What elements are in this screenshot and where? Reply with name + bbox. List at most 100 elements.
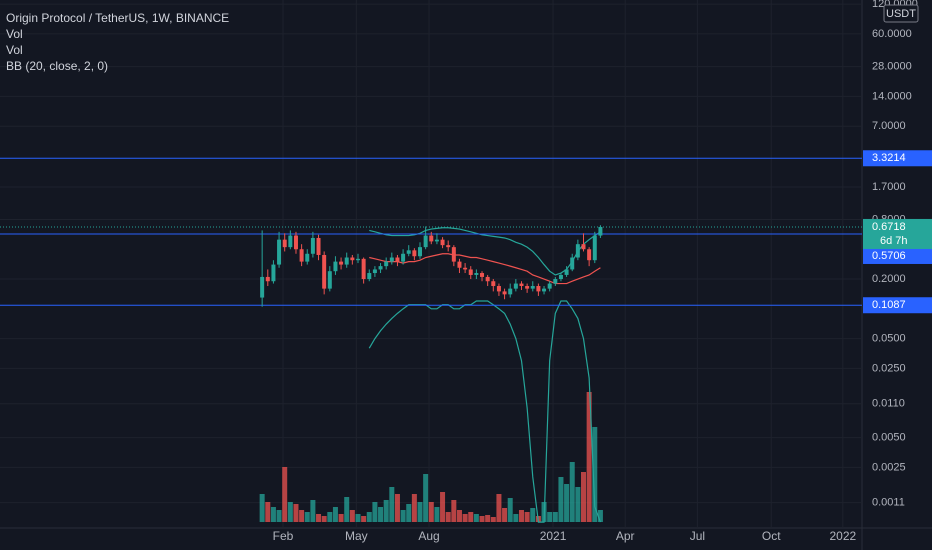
candle-body bbox=[310, 237, 315, 254]
volume-bar bbox=[597, 510, 603, 522]
volume-bar bbox=[496, 494, 502, 522]
y-tick-label: 28.0000 bbox=[872, 61, 912, 73]
candle-body bbox=[598, 226, 603, 236]
candle-body bbox=[525, 286, 530, 289]
volume-bar bbox=[530, 508, 536, 522]
last-price-box bbox=[863, 218, 932, 249]
y-tick-label: 0.0025 bbox=[872, 461, 906, 473]
x-tick-label: May bbox=[345, 529, 368, 543]
price-axis: 120.000060.000028.000014.00007.00001.700… bbox=[273, 0, 932, 543]
volume-bar bbox=[321, 516, 327, 522]
volume-bar bbox=[338, 514, 344, 522]
volume-bar bbox=[468, 512, 474, 522]
y-tick-label: 0.0500 bbox=[872, 333, 906, 345]
candle-body bbox=[350, 257, 355, 261]
candle-body bbox=[271, 264, 276, 282]
candle-body bbox=[288, 235, 293, 248]
candle-body bbox=[384, 261, 389, 267]
volume-bar bbox=[440, 492, 446, 522]
candle-body bbox=[581, 244, 586, 250]
bollinger-line bbox=[369, 253, 601, 285]
volume-bar bbox=[513, 514, 519, 522]
y-tick-label: 60.0000 bbox=[872, 28, 912, 40]
candle-body bbox=[480, 273, 485, 277]
x-tick-label: Apr bbox=[616, 529, 635, 543]
volume-bar bbox=[586, 392, 592, 522]
candle-body bbox=[316, 237, 321, 255]
candle-body bbox=[355, 258, 360, 261]
price-label: 0.5706 bbox=[872, 250, 906, 262]
volume-bar bbox=[366, 512, 372, 522]
candle-body bbox=[468, 269, 473, 275]
volume-bar bbox=[479, 516, 485, 522]
candle-body bbox=[474, 273, 479, 275]
candle-body bbox=[339, 261, 344, 265]
volume-bar bbox=[547, 512, 553, 522]
volume-bar bbox=[361, 516, 367, 522]
volume-bar bbox=[316, 514, 322, 522]
price-label-box bbox=[863, 150, 932, 167]
grid bbox=[0, 0, 862, 528]
volume-bar bbox=[507, 498, 513, 522]
price-label: 0.1087 bbox=[872, 299, 906, 311]
candle-body bbox=[463, 267, 468, 270]
candle-body bbox=[530, 286, 535, 289]
candle-body bbox=[519, 283, 524, 287]
candle-body bbox=[327, 271, 332, 289]
candle-body bbox=[587, 249, 592, 261]
volume-bar bbox=[462, 514, 468, 522]
volume-bar bbox=[310, 500, 316, 522]
volume-bar bbox=[524, 512, 530, 522]
volume-bar bbox=[400, 510, 406, 522]
countdown-label: 6d 7h bbox=[880, 235, 908, 247]
candle-body bbox=[423, 235, 428, 248]
candle-body bbox=[491, 281, 496, 287]
currency-box bbox=[883, 4, 919, 23]
y-tick-label: 0.0110 bbox=[872, 398, 905, 410]
volume-bar bbox=[575, 487, 581, 522]
volume-bar bbox=[378, 507, 384, 522]
volume-bar bbox=[349, 510, 355, 522]
candle-body bbox=[429, 235, 434, 242]
candle-body bbox=[457, 261, 462, 268]
volume-bar bbox=[259, 494, 265, 522]
volume-bar bbox=[293, 504, 299, 522]
candle-body bbox=[485, 276, 490, 282]
volume-bar bbox=[327, 512, 333, 522]
volume-bar bbox=[406, 504, 412, 522]
plot-area bbox=[0, 157, 862, 523]
volume-bar bbox=[372, 502, 378, 522]
volume-bar bbox=[502, 508, 508, 522]
candle-body bbox=[344, 257, 349, 265]
candle-body bbox=[401, 253, 406, 262]
x-tick-label: Feb bbox=[273, 529, 294, 543]
currency-label: USDT bbox=[886, 8, 916, 20]
candle-body bbox=[446, 245, 451, 248]
candle-body bbox=[508, 288, 513, 295]
candle-body bbox=[372, 269, 377, 274]
volume-bar bbox=[282, 467, 288, 522]
price-label-box bbox=[863, 297, 932, 314]
volume-bar bbox=[456, 510, 462, 522]
candle-body bbox=[547, 283, 552, 289]
volume-bar bbox=[299, 510, 305, 522]
volume-bar bbox=[490, 517, 496, 522]
candle-body bbox=[389, 257, 394, 262]
candle-body bbox=[451, 247, 456, 262]
candle-body bbox=[412, 250, 417, 257]
candle-body bbox=[592, 235, 597, 261]
volume-bar bbox=[592, 427, 598, 522]
candle-body bbox=[558, 274, 563, 280]
price-label-box bbox=[863, 247, 932, 264]
volume-bar bbox=[383, 500, 389, 522]
volume-bar bbox=[332, 507, 338, 522]
price-label: 3.3214 bbox=[872, 152, 906, 164]
x-tick-label: Jul bbox=[690, 529, 705, 543]
volume-bar bbox=[445, 512, 451, 522]
volume-bar bbox=[569, 462, 575, 522]
candle-body bbox=[406, 250, 411, 254]
candle-body bbox=[361, 258, 366, 280]
volume-bar bbox=[287, 502, 293, 522]
